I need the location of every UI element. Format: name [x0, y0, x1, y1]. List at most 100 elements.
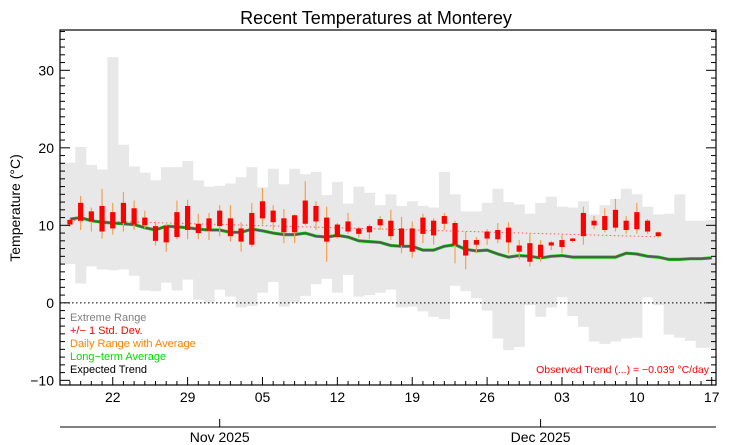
extreme-range-bar — [374, 205, 386, 293]
std-dev-box — [398, 228, 405, 246]
axes: −10 0 10 20 30 22 29 05 12 19 26 03 10 17 Nov 2025 Dec … — [30, 29, 720, 445]
x-tick-label: 19 — [404, 389, 420, 405]
std-dev-box — [238, 228, 244, 242]
extreme-range-bar — [203, 186, 215, 303]
extreme-range-bar — [620, 188, 632, 339]
extreme-range-bar — [663, 213, 675, 335]
extreme-range-bar — [652, 214, 664, 306]
std-dev-box — [484, 231, 490, 239]
legend-extreme-range: Extreme Range — [70, 312, 146, 324]
x-tick-label: 22 — [105, 389, 121, 405]
extreme-range-bar — [299, 174, 311, 296]
std-dev-box — [537, 244, 544, 258]
chart-title: Recent Temperatures at Monterey — [240, 8, 512, 28]
y-tick-label: −10 — [30, 372, 54, 388]
extreme-range-bar — [695, 220, 707, 348]
x-tick-label: 10 — [629, 389, 645, 405]
std-dev-box — [473, 240, 480, 245]
extreme-range-bars — [60, 57, 717, 351]
std-dev-box — [206, 218, 212, 231]
std-dev-box — [580, 212, 586, 237]
std-dev-box — [452, 223, 458, 245]
std-dev-box — [409, 228, 415, 252]
x-tick-label: 26 — [479, 389, 495, 405]
x-tick-label: 05 — [255, 389, 271, 405]
extreme-range-bar — [257, 187, 269, 293]
std-dev-box — [217, 210, 223, 227]
legend-expected-trend: Expected Trend — [70, 364, 147, 376]
std-dev-box — [291, 215, 298, 233]
std-dev-box — [463, 240, 469, 256]
extreme-range-bar — [385, 194, 397, 290]
extreme-range-bar — [513, 204, 525, 348]
std-dev-box — [420, 217, 426, 234]
legend: Extreme Range +/− 1 Std. Dev. Daily Rang… — [70, 312, 196, 376]
std-dev-box — [356, 228, 362, 234]
extreme-range-bar — [684, 220, 696, 341]
extreme-range-bar — [706, 219, 717, 348]
std-dev-box — [612, 209, 619, 228]
std-dev-box — [131, 208, 137, 225]
extreme-range-bar — [139, 172, 151, 291]
std-dev-box — [185, 205, 191, 230]
extreme-range-bar — [567, 207, 579, 317]
std-dev-box — [324, 217, 330, 242]
std-dev-box — [366, 226, 373, 233]
extreme-range-bar — [481, 202, 493, 311]
std-dev-box — [270, 210, 276, 223]
extreme-range-bar — [428, 207, 440, 317]
extreme-range-bar — [417, 205, 429, 312]
std-dev-box — [302, 200, 308, 224]
extreme-range-bar — [107, 57, 119, 271]
x-tick-label: 29 — [180, 389, 196, 405]
std-dev-box — [163, 226, 169, 243]
std-dev-box — [377, 219, 383, 226]
std-dev-box — [345, 221, 351, 232]
std-dev-box — [110, 212, 116, 229]
std-dev-box — [174, 212, 180, 237]
extreme-range-bar — [503, 202, 515, 351]
legend-std-dev: +/− 1 Std. Dev. — [70, 325, 143, 337]
std-dev-box — [431, 220, 437, 236]
std-dev-box — [249, 212, 255, 245]
y-tick-label: 0 — [46, 295, 54, 311]
std-dev-box — [591, 220, 597, 226]
month-label: Dec 2025 — [511, 429, 571, 445]
extreme-range-bar — [60, 162, 76, 265]
std-dev-box — [441, 216, 447, 224]
extreme-range-bar — [278, 184, 290, 307]
extreme-range-bar — [578, 201, 590, 327]
std-dev-box — [527, 243, 533, 262]
legend-daily-range: Daily Range with Average — [70, 338, 196, 350]
extreme-range-bar — [642, 206, 654, 298]
extreme-range-bar — [471, 211, 483, 299]
std-dev-box — [334, 224, 340, 237]
extreme-range-bar — [214, 185, 226, 290]
std-dev-box — [281, 218, 287, 233]
std-dev-box — [195, 223, 201, 234]
observed-trend-annotation: Observed Trend (...) = −0.039 °C/day — [536, 364, 710, 376]
extreme-range-bar — [588, 214, 600, 342]
std-dev-box — [559, 240, 565, 248]
extreme-range-bar — [364, 192, 376, 296]
y-tick-label: 20 — [38, 140, 54, 156]
extreme-range-bar — [674, 194, 686, 338]
std-dev-box — [548, 242, 554, 246]
extreme-range-bar — [545, 196, 557, 308]
std-dev-box — [644, 220, 651, 232]
x-tick-label: 17 — [704, 389, 720, 405]
x-tick-label: 12 — [330, 389, 346, 405]
extreme-range-bar — [492, 188, 504, 339]
std-dev-box — [227, 218, 233, 237]
y-axis-label: Temperature (°C) — [7, 154, 23, 262]
x-tick-label: 03 — [554, 389, 570, 405]
extreme-range-bar — [610, 198, 622, 342]
std-dev-box — [634, 212, 640, 230]
std-dev-box — [570, 238, 576, 242]
std-dev-box — [259, 201, 266, 219]
daily-candles — [67, 181, 661, 270]
y-tick-label: 30 — [38, 62, 54, 78]
std-dev-box — [313, 205, 319, 222]
std-dev-box — [602, 216, 608, 230]
